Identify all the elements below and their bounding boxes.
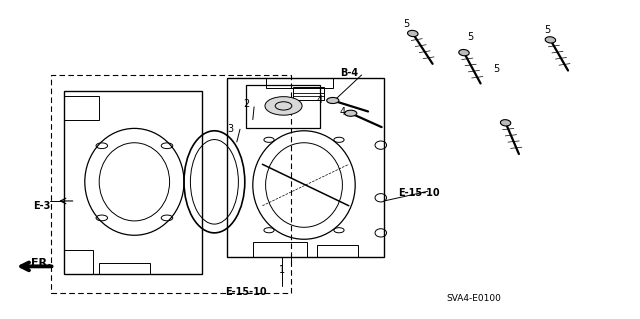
Ellipse shape: [345, 110, 357, 116]
Ellipse shape: [327, 98, 339, 103]
Text: 1: 1: [278, 264, 285, 275]
Bar: [64, 91, 202, 274]
Bar: [253, 242, 307, 257]
Text: 4: 4: [317, 95, 323, 106]
Text: FR.: FR.: [31, 258, 51, 268]
Text: E-15-10: E-15-10: [225, 287, 268, 297]
Text: B-4: B-4: [340, 68, 358, 78]
Ellipse shape: [545, 37, 556, 43]
Bar: [227, 78, 384, 257]
Bar: [293, 87, 324, 100]
Ellipse shape: [459, 49, 469, 56]
Bar: [266, 78, 333, 88]
Bar: [317, 245, 358, 257]
Bar: [64, 250, 93, 274]
Text: 4: 4: [339, 107, 346, 117]
Text: 5: 5: [467, 32, 474, 42]
Text: 5: 5: [544, 25, 550, 35]
Bar: [51, 75, 291, 293]
Ellipse shape: [265, 97, 302, 115]
Text: 5: 5: [493, 63, 499, 74]
Ellipse shape: [408, 30, 418, 37]
Text: SVA4-E0100: SVA4-E0100: [446, 294, 501, 303]
Text: E-15-10: E-15-10: [398, 188, 440, 198]
Ellipse shape: [500, 120, 511, 126]
Bar: [99, 263, 150, 274]
Text: E-3: E-3: [33, 201, 51, 211]
Text: 2: 2: [243, 99, 250, 109]
Bar: [64, 96, 99, 120]
Text: 3: 3: [227, 124, 234, 134]
Bar: [246, 85, 320, 128]
Text: 5: 5: [403, 19, 410, 29]
